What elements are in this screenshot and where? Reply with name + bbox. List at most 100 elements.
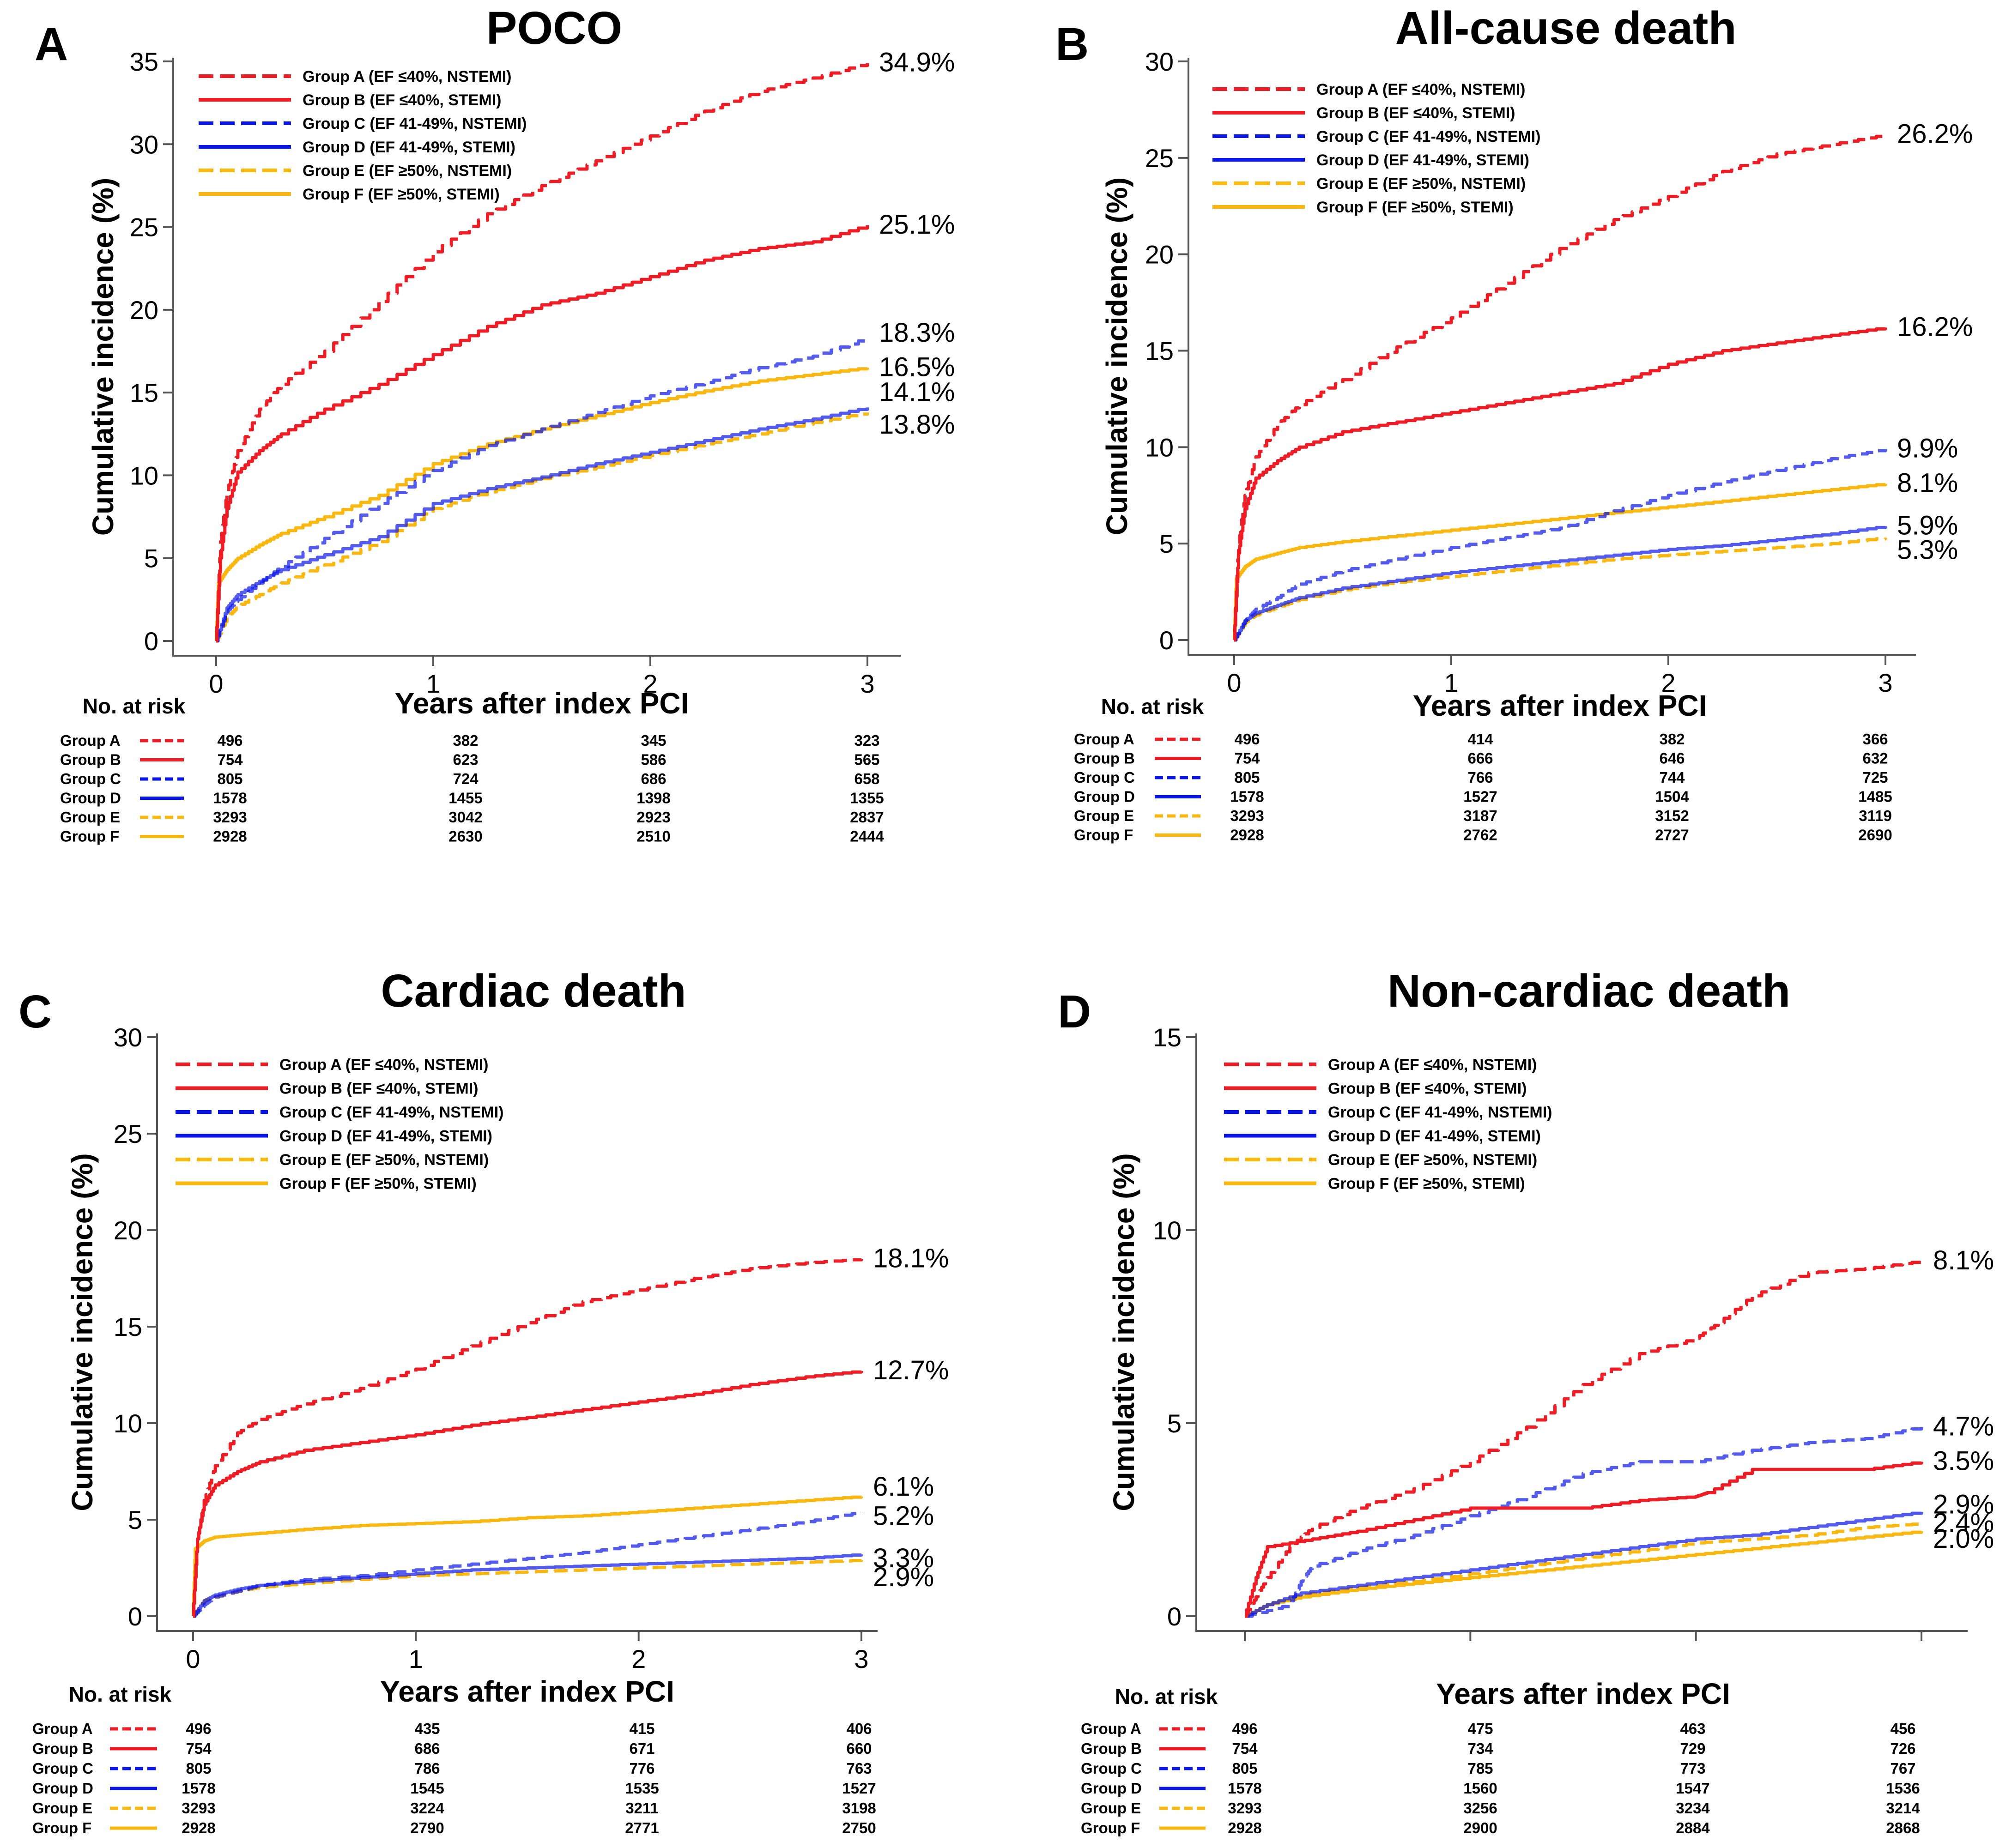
legend-label-group-b: Group B (EF ≤40%, STEMI) [303, 91, 501, 109]
risk-row-label: Group C [1081, 1760, 1142, 1777]
panel-letter: B [1055, 18, 1089, 70]
end-label-group-b: 16.2% [1897, 312, 1973, 342]
risk-row-label: Group A [32, 1720, 93, 1737]
risk-cell: 3256 [1463, 1800, 1497, 1817]
series-line-group-c [193, 1512, 863, 1618]
x-tick-label: 3 [1878, 668, 1892, 697]
y-tick-label: 10 [130, 461, 158, 490]
legend-label-group-e: Group E (EF ≥50%, NSTEMI) [1316, 175, 1526, 193]
panel-c: C Cardiac death 0 5 10 15 20 25 30 0 1 2 3 Cumulative… [18, 965, 949, 1836]
legend-label-group-a: Group A (EF ≤40%, NSTEMI) [1316, 81, 1526, 98]
risk-cell: 415 [629, 1720, 655, 1737]
risk-cell: 785 [1467, 1760, 1493, 1777]
risk-table-header: No. at risk [69, 1682, 172, 1706]
risk-cell: 1535 [625, 1780, 659, 1797]
risk-cell: 3187 [1463, 807, 1497, 824]
y-tick-label: 35 [130, 47, 158, 76]
risk-cell: 3293 [213, 809, 247, 826]
risk-cell: 754 [186, 1740, 212, 1757]
axis-frame [172, 58, 901, 657]
end-label-group-c: 18.3% [879, 318, 955, 348]
risk-cell: 2727 [1655, 827, 1689, 844]
risk-cell: 2900 [1463, 1819, 1497, 1836]
risk-cell: 475 [1467, 1720, 1493, 1737]
end-label-group-f: 2.0% [1933, 1524, 1994, 1554]
risk-cell: 754 [1234, 750, 1260, 767]
y-tick-label: 30 [130, 130, 158, 159]
risk-cell: 725 [1862, 769, 1888, 786]
y-tick-label: 20 [130, 296, 158, 325]
risk-cell: 366 [1862, 731, 1888, 748]
risk-cell: 3214 [1886, 1800, 1920, 1817]
risk-row-label: Group D [1081, 1780, 1142, 1797]
risk-cell: 435 [414, 1720, 440, 1737]
risk-cell: 345 [641, 732, 666, 749]
series-line-group-a [1245, 1261, 1923, 1618]
risk-cell: 406 [846, 1720, 872, 1737]
risk-cell: 323 [854, 732, 879, 749]
x-tick-label: 3 [854, 1644, 868, 1673]
axis-frame [1188, 58, 1916, 656]
risk-row-label: Group E [1081, 1800, 1141, 1817]
y-tick-label: 15 [114, 1312, 142, 1341]
risk-row-label: Group C [32, 1760, 93, 1777]
risk-cell: 3293 [182, 1800, 215, 1817]
legend-label-group-b: Group B (EF ≤40%, STEMI) [1328, 1080, 1527, 1098]
end-label-group-d: 14.1% [879, 377, 955, 407]
risk-row-label: Group E [32, 1800, 92, 1817]
series-line-group-d [1245, 1511, 1923, 1618]
y-tick-label: 0 [1159, 626, 1174, 655]
end-label-group-a: 34.9% [879, 48, 955, 78]
x-tick-label: 3 [860, 669, 874, 698]
y-axis-label: Cumulative incidence (%) [86, 178, 120, 536]
risk-cell: 2750 [842, 1819, 876, 1836]
series-line-group-f [192, 1495, 863, 1618]
panel-b: B All-cause death 0 5 10 15 20 25 30 0 1 2 3 Cumulati… [1055, 2, 1973, 844]
legend-label-group-b: Group B (EF ≤40%, STEMI) [279, 1080, 478, 1098]
risk-cell: 744 [1659, 769, 1685, 786]
risk-cell: 660 [846, 1740, 872, 1757]
legend-label-group-b: Group B (EF ≤40%, STEMI) [1316, 104, 1515, 122]
legend-label-group-d: Group D (EF 41-49%, STEMI) [1316, 151, 1529, 169]
risk-cell: 686 [414, 1740, 440, 1757]
risk-cell: 1578 [213, 790, 247, 807]
end-label-group-c: 4.7% [1933, 1411, 1994, 1441]
legend-label-group-e: Group E (EF ≥50%, NSTEMI) [303, 162, 512, 180]
x-axis-label: Years after index PCI [1436, 1677, 1730, 1710]
risk-cell: 671 [629, 1740, 655, 1757]
y-tick-label: 25 [130, 213, 158, 242]
risk-cell: 3042 [448, 809, 482, 826]
risk-cell: 1455 [448, 790, 482, 807]
x-tick-label: 2 [643, 669, 657, 698]
risk-cell: 754 [217, 751, 243, 768]
risk-cell: 1504 [1655, 788, 1689, 805]
series-line-group-f [215, 367, 869, 643]
x-tick-label: 0 [1227, 668, 1241, 697]
x-tick-label: 0 [209, 669, 223, 698]
risk-cell: 805 [186, 1760, 211, 1777]
y-tick-label: 20 [1145, 240, 1174, 269]
risk-cell: 2510 [636, 828, 670, 845]
risk-cell: 3234 [1676, 1800, 1710, 1817]
risk-cell: 2444 [850, 828, 884, 845]
y-tick-label: 10 [1145, 433, 1174, 462]
end-label-group-d: 5.9% [1897, 511, 1958, 541]
end-label-group-f: 16.5% [879, 352, 955, 382]
risk-cell: 496 [186, 1720, 211, 1737]
series-line-group-e [1245, 1522, 1923, 1618]
risk-row-label: Group A [60, 732, 121, 749]
end-label-group-c: 9.9% [1897, 434, 1958, 464]
risk-row-label: Group B [1074, 750, 1135, 767]
risk-row-label: Group B [32, 1740, 93, 1757]
risk-cell: 2868 [1886, 1819, 1920, 1836]
risk-cell: 3119 [1859, 807, 1892, 824]
end-label-group-b: 3.5% [1933, 1446, 1994, 1476]
risk-cell: 1485 [1858, 788, 1892, 805]
risk-row-label: Group E [60, 809, 120, 826]
risk-cell: 382 [1659, 731, 1685, 748]
risk-cell: 2928 [1230, 827, 1264, 844]
risk-cell: 382 [453, 732, 478, 749]
risk-cell: 805 [1234, 769, 1260, 786]
end-label-group-a: 18.1% [873, 1244, 949, 1274]
